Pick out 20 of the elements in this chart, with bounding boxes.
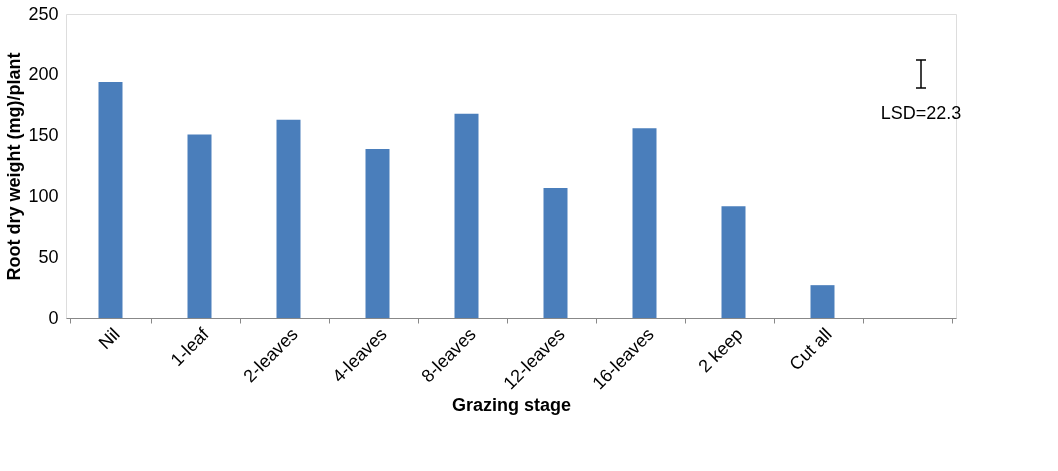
x-tick-label: Cut all bbox=[785, 324, 836, 375]
bar bbox=[632, 128, 657, 318]
y-tick-label: 150 bbox=[28, 125, 59, 146]
y-tick-label: 100 bbox=[28, 185, 59, 206]
y-axis-title: Root dry weight (mg)/plant bbox=[4, 52, 25, 281]
bar bbox=[543, 187, 568, 318]
bar bbox=[810, 285, 835, 318]
bar bbox=[365, 148, 390, 318]
y-tick-label: 250 bbox=[28, 3, 59, 24]
bar bbox=[187, 134, 212, 318]
bar bbox=[721, 206, 746, 318]
annotation: LSD=22.3 bbox=[880, 103, 962, 123]
y-tick-label: 50 bbox=[38, 246, 59, 267]
y-tick-label: 200 bbox=[28, 64, 59, 85]
x-axis-title: Grazing stage bbox=[451, 395, 572, 416]
bar bbox=[454, 113, 479, 318]
bar bbox=[98, 82, 123, 318]
y-tick-label: 0 bbox=[48, 307, 59, 328]
x-tick-label: Nil bbox=[94, 324, 124, 354]
bar bbox=[276, 119, 301, 318]
